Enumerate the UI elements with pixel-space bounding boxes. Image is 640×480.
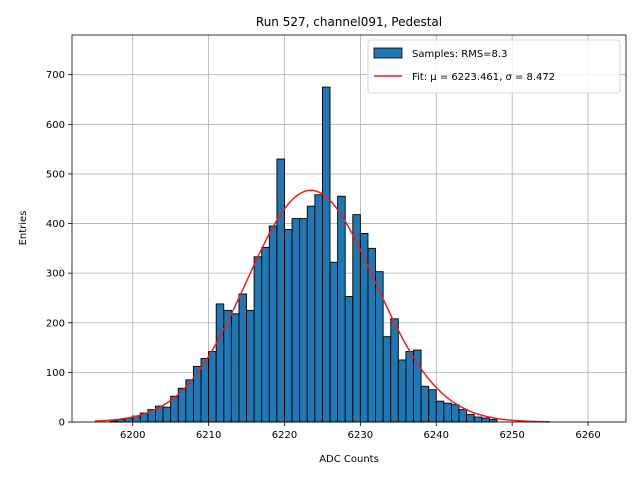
x-axis-ticks: 6200 6210 6220 6230 6240 6250 6260 — [120, 422, 601, 441]
histogram-bar — [268, 225, 278, 423]
x-tick-label: 6260 — [575, 430, 600, 441]
histogram-bar — [420, 385, 430, 423]
histogram-bar — [451, 404, 460, 423]
y-tick-label: 500 — [46, 169, 65, 180]
histogram-bar — [261, 246, 270, 423]
histogram-bar — [215, 303, 225, 423]
legend-swatch-samples — [373, 47, 403, 59]
histogram-bar — [337, 195, 346, 423]
y-tick-label: 400 — [46, 219, 65, 230]
histogram-bar — [208, 351, 217, 423]
histogram-bar — [359, 233, 369, 423]
histogram-bar — [276, 158, 285, 423]
y-tick-label: 200 — [46, 318, 65, 329]
histogram-bar — [192, 365, 202, 423]
histogram-bar — [291, 218, 301, 423]
histogram-bar — [428, 389, 437, 423]
histogram-bar — [321, 86, 331, 423]
histogram-bar — [443, 402, 452, 423]
y-tick-label: 300 — [46, 269, 65, 280]
histogram-bar — [230, 313, 240, 423]
histogram-bar — [458, 409, 468, 423]
y-tick-label: 700 — [46, 70, 65, 81]
y-tick-label: 100 — [46, 368, 65, 379]
histogram-bar — [375, 271, 384, 423]
histogram-bar — [246, 309, 255, 423]
legend-label-fit: Fit: μ = 6223.461, σ = 8.472 — [412, 72, 555, 83]
x-tick-label: 6230 — [348, 430, 373, 441]
histogram-bar — [382, 336, 392, 423]
x-axis-label: ADC Counts — [319, 454, 379, 465]
histogram-bar — [314, 194, 323, 423]
histogram-bar — [284, 229, 293, 423]
x-tick-label: 6210 — [196, 430, 221, 441]
y-tick-label: 600 — [46, 120, 65, 131]
histogram-bar — [306, 205, 316, 423]
legend: Samples: RMS=8.3 Fit: μ = 6223.461, σ = … — [367, 39, 621, 94]
plot-frame — [71, 34, 627, 423]
histogram-bar — [238, 293, 247, 423]
histogram-bar — [435, 400, 445, 423]
chart-title: Run 527, channel091, Pedestal — [256, 15, 442, 29]
histogram-bar — [299, 218, 308, 423]
histogram-bar — [466, 414, 475, 423]
x-tick-label: 6220 — [272, 430, 297, 441]
histogram-bar — [200, 358, 210, 423]
y-axis-label: Entries — [18, 211, 29, 246]
fit-curve — [94, 189, 551, 423]
histogram-bar — [329, 261, 339, 423]
histogram-bar — [405, 351, 414, 423]
legend-box — [367, 39, 621, 94]
y-tick-label: 0 — [59, 418, 65, 429]
histogram-bar — [344, 296, 354, 423]
x-tick-label: 6200 — [120, 430, 145, 441]
x-tick-label: 6250 — [499, 430, 524, 441]
histogram-bar — [481, 417, 490, 423]
legend-label-samples: Samples: RMS=8.3 — [412, 49, 507, 60]
histogram-bar — [390, 318, 399, 423]
histogram-bar — [162, 406, 172, 423]
histogram-bar — [397, 359, 407, 423]
histogram-bar — [473, 416, 483, 423]
histogram-bar — [253, 256, 263, 423]
histogram-bar — [352, 214, 361, 423]
x-tick-label: 6240 — [424, 430, 449, 441]
y-axis-ticks: 0 100 200 300 400 500 600 700 — [46, 70, 72, 429]
histogram-bar — [413, 349, 422, 423]
